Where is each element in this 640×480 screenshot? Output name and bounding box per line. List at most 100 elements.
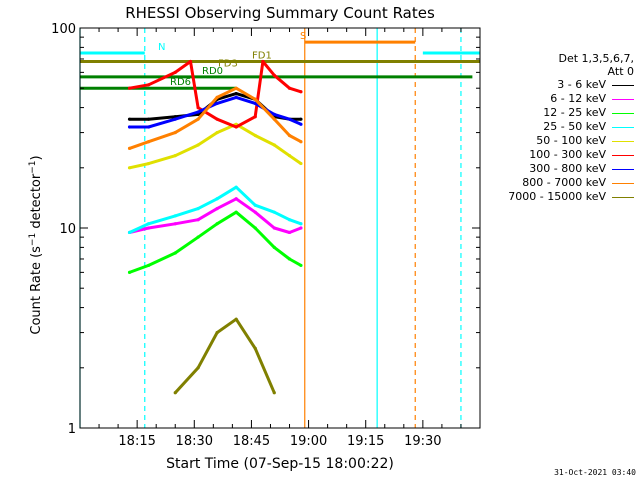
x-tick-label: 19:15 [347, 434, 384, 449]
data-point [127, 125, 132, 129]
data-point [127, 146, 132, 151]
x-axis-label: Start Time (07-Sep-15 18:00:22) [166, 456, 394, 472]
data-point [215, 95, 219, 99]
data-point [272, 117, 276, 121]
legend-label: 6 - 12 keV [550, 92, 606, 105]
data-point [173, 154, 177, 158]
data-point [299, 122, 303, 126]
data-point [272, 226, 276, 230]
data-point [173, 222, 177, 226]
flag-label: RD6 [170, 77, 191, 88]
flag-label: FD3 [218, 59, 238, 70]
data-point [173, 130, 177, 135]
x-tick-label: 18:45 [233, 434, 270, 449]
data-point [253, 346, 257, 351]
data-point [196, 207, 200, 211]
data-point [299, 117, 303, 121]
data-point [146, 263, 151, 268]
series-line [128, 210, 302, 274]
x-tick-label: 19:30 [404, 434, 441, 449]
data-point [215, 222, 219, 226]
legend-entries: 3 - 6 keV 6 - 12 keV 12 - 25 keV 25 - 50 ke… [484, 78, 634, 204]
flag-label: N [158, 42, 165, 53]
footer-timestamp: 31-Oct-2021 03:40 [554, 468, 636, 477]
series-line [129, 60, 302, 129]
data-point [234, 185, 238, 189]
data-point [299, 161, 303, 166]
legend-label: 100 - 300 keV [529, 148, 606, 161]
y-tick-label: 1 [68, 422, 76, 437]
data-point [146, 226, 151, 230]
data-point [272, 112, 276, 116]
data-point [272, 143, 276, 147]
data-point [287, 154, 292, 158]
data-point [287, 218, 292, 222]
data-point [234, 317, 238, 321]
data-point [253, 101, 257, 105]
legend-swatch [612, 154, 634, 156]
data-point [215, 130, 219, 135]
legend-swatch [612, 98, 634, 100]
series-line [174, 317, 276, 394]
data-point [188, 59, 193, 64]
data-point [253, 210, 257, 214]
y-tick-label: 10 [59, 222, 76, 237]
data-point [196, 105, 200, 110]
legend-swatch [612, 126, 634, 128]
flag-label: FD1 [252, 50, 272, 61]
data-point [215, 101, 219, 105]
data-point [146, 83, 151, 87]
data-point [127, 117, 132, 121]
flag-label: RD0 [202, 66, 223, 77]
legend-header: Att 0 [607, 65, 634, 78]
data-point [146, 222, 151, 226]
legend-swatch [612, 196, 634, 198]
data-point [234, 95, 238, 99]
data-point [234, 86, 238, 90]
legend-swatch [612, 168, 634, 170]
data-point [215, 117, 219, 121]
data-point [196, 117, 200, 121]
data-point [173, 214, 177, 218]
legend-entry: 100 - 300 keV [484, 148, 634, 162]
series-line [129, 197, 302, 234]
data-point [272, 73, 276, 77]
data-point [287, 86, 292, 90]
data-point [196, 218, 200, 222]
data-point [287, 230, 292, 235]
y-axis-label-exp: −1 [28, 160, 38, 173]
legend-entry: 300 - 800 keV [484, 162, 634, 176]
data-point [287, 133, 292, 138]
x-tick-label: 18:15 [118, 434, 155, 449]
legend-entry: 3 - 6 keV [484, 78, 634, 92]
data-point [127, 270, 132, 274]
y-axis-label: Count Rate (s−1 detector−1) [28, 155, 44, 334]
legend-entry: 12 - 25 keV [484, 106, 634, 120]
data-point [173, 251, 177, 255]
data-point [196, 235, 200, 239]
data-point [234, 210, 238, 214]
y-axis-label-part: Count Rate (s [29, 246, 44, 335]
data-point [261, 59, 265, 64]
data-point [253, 115, 257, 119]
x-tick-label: 18:30 [176, 434, 213, 449]
data-point [299, 222, 303, 226]
legend-entry: 50 - 100 keV [484, 134, 634, 148]
legend-label: 25 - 50 keV [543, 120, 606, 133]
legend-swatch [612, 140, 634, 142]
data-point [127, 166, 132, 170]
data-point [287, 117, 292, 121]
axes: 18:15 18:30 18:45 19:00 19:15 19:30 1 10 100 [51, 22, 480, 449]
data-point [299, 90, 303, 94]
data-point [253, 203, 257, 207]
data-point [196, 143, 200, 147]
data-point [253, 133, 257, 138]
data-point [253, 226, 257, 230]
data-point [253, 97, 257, 101]
legend-label: 3 - 6 keV [557, 78, 606, 91]
data-point [173, 70, 177, 74]
data-point [299, 226, 303, 230]
series-lines [127, 59, 303, 395]
legend-entry: 7000 - 15000 keV [484, 190, 634, 204]
legend-label: 12 - 25 keV [543, 106, 606, 119]
